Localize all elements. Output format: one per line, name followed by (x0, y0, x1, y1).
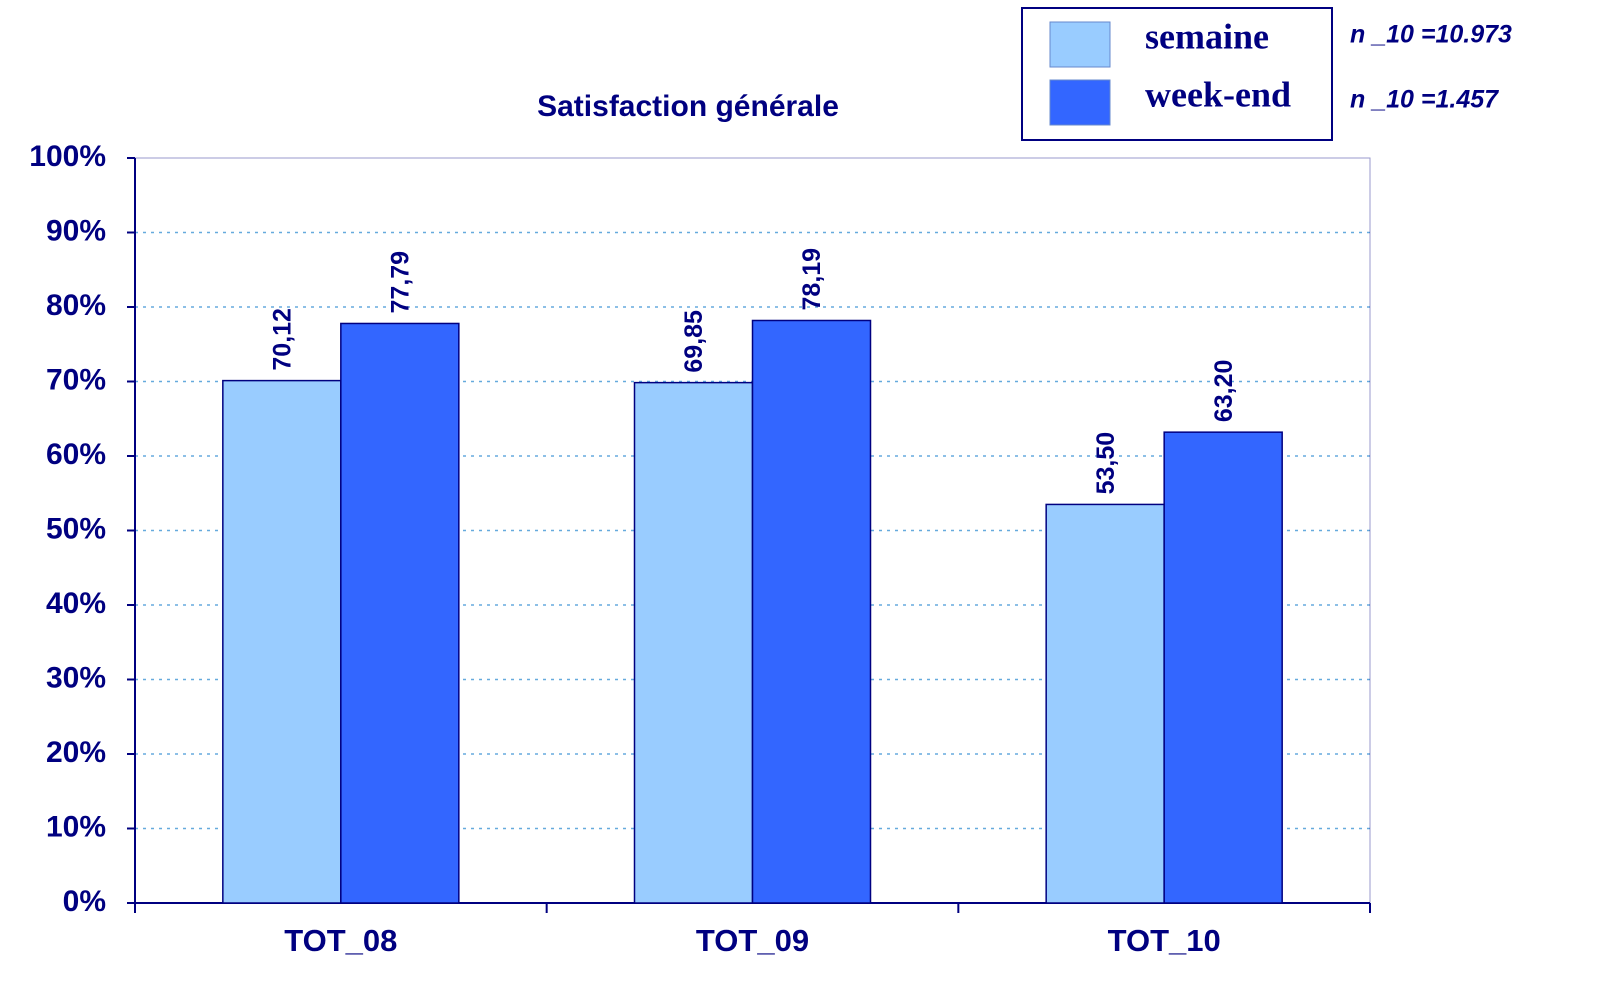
chart-title: Satisfaction générale (537, 90, 839, 123)
bar (751, 319, 872, 904)
y-tick-label: 40% (46, 587, 106, 620)
x-tick-label: TOT_10 (1108, 923, 1221, 958)
x-tick-label: TOT_08 (284, 923, 397, 958)
value-label: 77,79 (386, 251, 414, 314)
annotation: n _10 =10.973 (1350, 21, 1512, 49)
annotation: n _10 =1.457 (1350, 86, 1499, 114)
y-tick-label: 50% (46, 512, 106, 545)
value-label: 70,12 (268, 308, 296, 371)
legend-label: semaine (1145, 16, 1269, 56)
bar (340, 322, 460, 904)
value-label: 69,85 (680, 310, 708, 373)
legend-swatch (1049, 79, 1111, 126)
value-label: 63,20 (1210, 360, 1238, 423)
bar (1163, 431, 1283, 904)
bar (222, 379, 342, 904)
y-tick-label: 60% (46, 438, 106, 471)
y-tick-label: 0% (63, 885, 106, 918)
y-tick-label: 80% (46, 289, 106, 322)
bar (633, 381, 754, 904)
legend-label: week-end (1145, 74, 1291, 114)
y-tick-label: 10% (46, 810, 106, 843)
y-tick-label: 100% (29, 140, 106, 173)
value-label: 78,19 (798, 248, 826, 311)
bar (1045, 503, 1165, 904)
legend-swatch (1049, 21, 1111, 68)
y-tick-label: 30% (46, 661, 106, 694)
y-tick-label: 70% (46, 363, 106, 396)
x-tick-label: TOT_09 (696, 923, 809, 958)
y-tick-label: 20% (46, 736, 106, 769)
y-tick-label: 90% (46, 214, 106, 247)
value-label: 53,50 (1092, 432, 1120, 495)
